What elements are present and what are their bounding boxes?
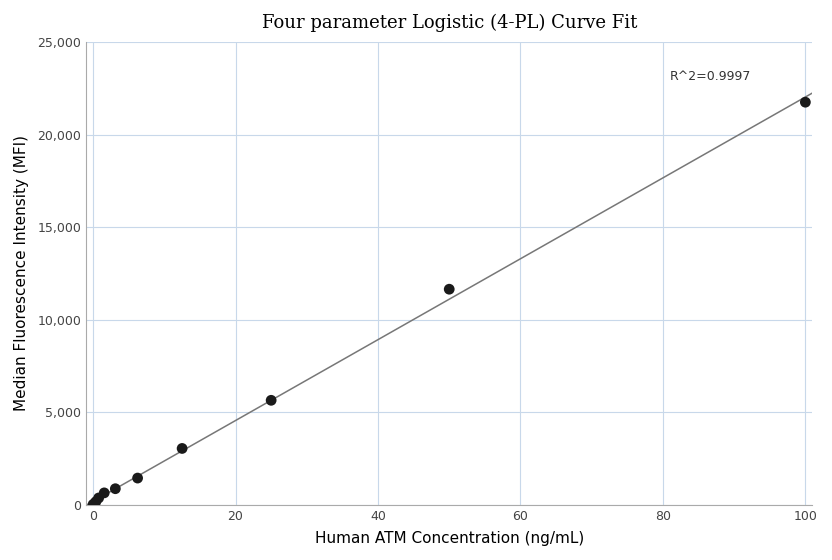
X-axis label: Human ATM Concentration (ng/mL): Human ATM Concentration (ng/mL): [314, 531, 584, 546]
Point: [176, 444, 189, 453]
Point: [799, 98, 812, 107]
Point: [88, 499, 102, 508]
Text: R^2=0.9997: R^2=0.9997: [670, 70, 751, 83]
Point: [265, 396, 278, 405]
Title: Four parameter Logistic (4-PL) Curve Fit: Four parameter Logistic (4-PL) Curve Fit: [261, 14, 637, 32]
Point: [87, 500, 100, 509]
Point: [97, 488, 111, 497]
Point: [89, 497, 102, 506]
Point: [109, 484, 122, 493]
Point: [131, 474, 144, 483]
Y-axis label: Median Fluorescence Intensity (MFI): Median Fluorescence Intensity (MFI): [14, 136, 29, 412]
Point: [443, 284, 456, 293]
Point: [92, 493, 106, 502]
